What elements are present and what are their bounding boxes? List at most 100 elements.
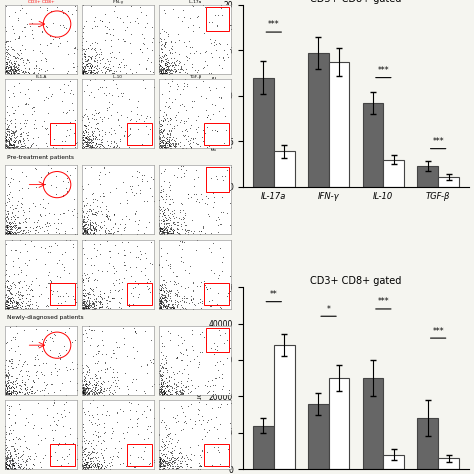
Point <box>181 336 188 344</box>
Point <box>177 100 184 108</box>
Point <box>11 292 19 299</box>
Point <box>2 460 9 468</box>
Point <box>82 374 89 382</box>
Point <box>109 230 117 237</box>
Point <box>16 69 23 76</box>
Point <box>79 197 86 205</box>
Point <box>6 450 14 457</box>
Point <box>36 458 44 465</box>
Point <box>188 144 195 151</box>
Point <box>99 336 106 344</box>
Point <box>165 229 173 237</box>
Point <box>156 203 164 211</box>
Point <box>6 288 14 295</box>
Point <box>120 246 128 253</box>
Point <box>194 363 202 370</box>
Point <box>169 268 177 276</box>
Point <box>158 56 166 64</box>
Point <box>9 278 17 286</box>
Point <box>6 220 14 228</box>
Point <box>156 297 164 304</box>
Point <box>2 132 9 139</box>
Point <box>158 290 166 298</box>
Point <box>4 283 11 290</box>
Point <box>109 31 117 39</box>
Point <box>88 142 96 150</box>
Point <box>173 389 180 397</box>
Point <box>6 454 13 462</box>
Point <box>155 296 163 304</box>
Point <box>89 413 96 420</box>
Point <box>91 461 99 469</box>
Point <box>122 61 129 69</box>
Point <box>91 62 99 70</box>
Point <box>98 327 106 335</box>
Point <box>5 450 12 458</box>
Point <box>47 242 55 250</box>
Point <box>158 444 166 451</box>
Point <box>82 389 89 396</box>
Point <box>68 10 76 18</box>
Point <box>1 135 9 142</box>
Point <box>103 211 110 219</box>
Point <box>155 212 163 219</box>
Point <box>23 444 30 452</box>
Point <box>127 289 135 297</box>
Point <box>160 42 168 49</box>
Point <box>89 444 97 452</box>
Point <box>115 36 122 43</box>
Point <box>157 299 165 307</box>
Point <box>184 190 192 198</box>
Point <box>19 110 27 118</box>
Point <box>20 326 28 334</box>
Point <box>131 283 138 291</box>
Point <box>3 67 10 74</box>
Point <box>84 439 92 447</box>
Point <box>79 230 87 238</box>
Point <box>102 63 110 71</box>
Point <box>170 210 177 217</box>
Point <box>85 297 93 305</box>
Point <box>159 301 166 309</box>
Point <box>178 388 186 396</box>
Point <box>164 63 171 70</box>
Point <box>9 290 16 298</box>
Point <box>110 143 118 151</box>
Point <box>1 386 9 394</box>
Point <box>161 292 169 299</box>
Point <box>161 140 168 147</box>
Point <box>187 377 194 384</box>
Point <box>164 215 172 223</box>
Point <box>82 459 90 466</box>
Point <box>106 57 114 65</box>
Point <box>94 463 101 471</box>
Point <box>102 144 110 152</box>
Point <box>159 136 166 144</box>
Point <box>177 379 185 387</box>
Point <box>59 97 66 104</box>
Point <box>163 368 171 375</box>
Point <box>171 304 178 312</box>
Point <box>83 226 91 233</box>
Point <box>189 135 197 143</box>
Point <box>11 333 18 340</box>
Point <box>166 329 173 337</box>
Point <box>166 217 173 224</box>
Point <box>182 75 189 83</box>
Point <box>10 464 18 472</box>
Point <box>155 289 163 297</box>
Point <box>57 300 65 307</box>
Point <box>163 58 170 66</box>
Point <box>9 22 16 29</box>
Point <box>97 384 104 392</box>
Point <box>4 462 12 469</box>
Point <box>12 64 19 71</box>
Point <box>82 291 90 299</box>
Point <box>167 286 175 293</box>
Point <box>3 230 11 237</box>
Point <box>196 330 204 337</box>
Point <box>9 262 17 270</box>
Point <box>157 299 165 307</box>
Point <box>24 100 32 108</box>
Point <box>11 116 18 123</box>
